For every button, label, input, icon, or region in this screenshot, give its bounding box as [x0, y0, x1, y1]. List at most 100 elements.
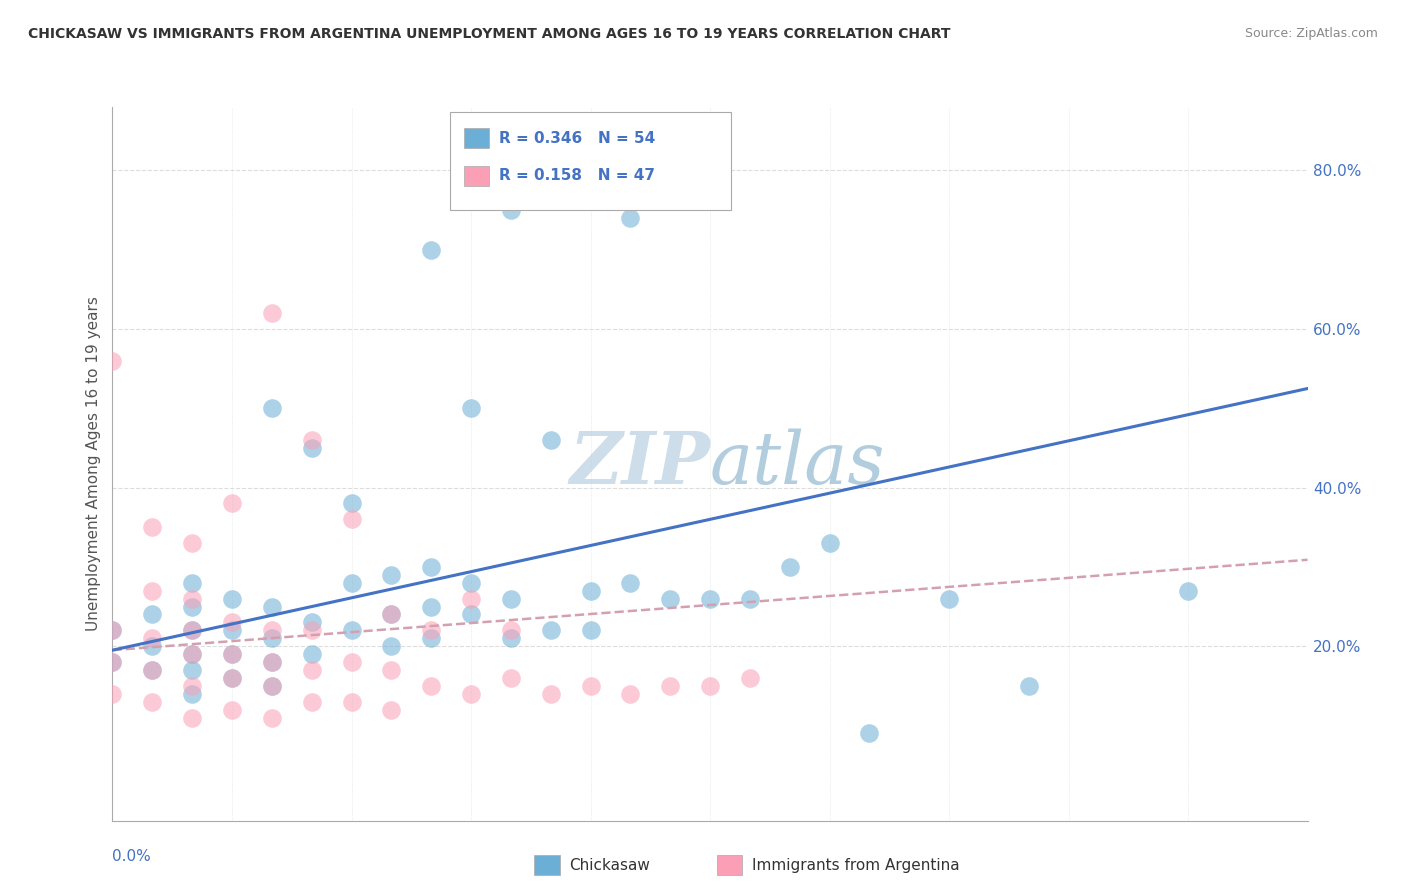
Text: R = 0.346   N = 54: R = 0.346 N = 54: [499, 131, 655, 145]
Point: [818, 536, 841, 550]
Point: [301, 695, 323, 709]
Text: Immigrants from Argentina: Immigrants from Argentina: [752, 858, 960, 872]
Point: [141, 520, 163, 534]
Text: Chickasaw: Chickasaw: [569, 858, 651, 872]
Point: [221, 647, 243, 661]
Point: [420, 679, 443, 693]
Point: [659, 679, 682, 693]
Text: R = 0.158   N = 47: R = 0.158 N = 47: [499, 169, 655, 183]
Point: [181, 624, 204, 638]
Point: [460, 575, 482, 590]
Point: [181, 663, 204, 677]
Point: [101, 655, 124, 669]
Point: [579, 624, 602, 638]
Point: [340, 624, 363, 638]
Point: [579, 679, 602, 693]
Point: [738, 671, 761, 685]
Point: [699, 679, 721, 693]
Point: [221, 671, 243, 685]
Point: [420, 624, 443, 638]
Point: [460, 401, 482, 416]
Point: [221, 647, 243, 661]
Point: [181, 536, 204, 550]
Point: [420, 560, 443, 574]
Text: atlas: atlas: [710, 428, 886, 500]
Point: [340, 655, 363, 669]
Text: 0.0%: 0.0%: [112, 849, 152, 864]
Point: [221, 671, 243, 685]
Point: [301, 615, 323, 630]
Point: [260, 624, 283, 638]
Point: [181, 710, 204, 724]
Point: [420, 632, 443, 646]
Point: [101, 624, 124, 638]
Point: [460, 591, 482, 606]
Point: [340, 512, 363, 526]
Point: [420, 243, 443, 257]
Point: [101, 353, 124, 368]
Point: [221, 615, 243, 630]
Point: [221, 703, 243, 717]
Text: CHICKASAW VS IMMIGRANTS FROM ARGENTINA UNEMPLOYMENT AMONG AGES 16 TO 19 YEARS CO: CHICKASAW VS IMMIGRANTS FROM ARGENTINA U…: [28, 27, 950, 41]
Point: [659, 591, 682, 606]
Point: [540, 624, 562, 638]
Point: [460, 687, 482, 701]
Point: [181, 575, 204, 590]
Point: [181, 624, 204, 638]
Point: [101, 655, 124, 669]
Point: [301, 441, 323, 455]
Point: [260, 306, 283, 320]
Point: [380, 663, 402, 677]
Point: [499, 624, 522, 638]
Point: [101, 624, 124, 638]
Point: [301, 433, 323, 447]
Point: [499, 591, 522, 606]
Point: [301, 663, 323, 677]
Point: [301, 624, 323, 638]
Point: [141, 639, 163, 653]
Point: [380, 567, 402, 582]
Point: [141, 583, 163, 598]
Point: [221, 496, 243, 510]
Point: [938, 591, 960, 606]
Point: [619, 211, 641, 225]
Point: [181, 679, 204, 693]
Point: [260, 655, 283, 669]
Point: [141, 695, 163, 709]
Point: [141, 663, 163, 677]
Y-axis label: Unemployment Among Ages 16 to 19 years: Unemployment Among Ages 16 to 19 years: [86, 296, 101, 632]
Point: [260, 655, 283, 669]
Point: [260, 679, 283, 693]
Point: [141, 663, 163, 677]
Point: [380, 607, 402, 622]
Point: [260, 679, 283, 693]
Point: [181, 647, 204, 661]
Point: [260, 401, 283, 416]
Point: [499, 671, 522, 685]
Point: [1018, 679, 1040, 693]
Point: [260, 710, 283, 724]
Point: [260, 632, 283, 646]
Point: [221, 624, 243, 638]
Point: [619, 575, 641, 590]
Point: [340, 496, 363, 510]
Point: [779, 560, 801, 574]
Point: [699, 591, 721, 606]
Point: [221, 591, 243, 606]
Point: [499, 203, 522, 218]
Point: [181, 599, 204, 614]
Point: [260, 599, 283, 614]
Point: [540, 433, 562, 447]
Point: [181, 687, 204, 701]
Text: Source: ZipAtlas.com: Source: ZipAtlas.com: [1244, 27, 1378, 40]
Point: [460, 607, 482, 622]
Point: [738, 591, 761, 606]
Point: [499, 632, 522, 646]
Point: [141, 632, 163, 646]
Point: [101, 687, 124, 701]
Point: [380, 607, 402, 622]
Point: [619, 687, 641, 701]
Point: [420, 599, 443, 614]
Point: [579, 583, 602, 598]
Point: [380, 703, 402, 717]
